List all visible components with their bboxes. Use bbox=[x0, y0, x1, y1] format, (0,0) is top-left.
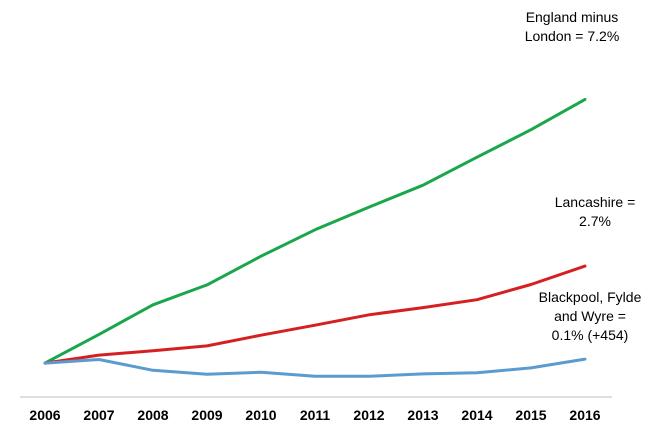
series-label-england-minus-london: England minus bbox=[526, 9, 619, 25]
series-layer bbox=[43, 97, 587, 378]
series-label-england-minus-london: London = 7.2% bbox=[525, 28, 620, 44]
series-label-lancashire: 2.7% bbox=[579, 213, 611, 229]
x-tick-label: 2008 bbox=[137, 407, 168, 423]
series-label-lancashire: Lancashire = bbox=[555, 194, 636, 210]
x-tick-label: 2007 bbox=[83, 407, 114, 423]
x-tick-label: 2016 bbox=[569, 407, 600, 423]
series-label-blackpool-fylde-wyre: 0.1% (+454) bbox=[552, 327, 629, 343]
x-tick-label: 2013 bbox=[407, 407, 438, 423]
x-tick-label: 2012 bbox=[353, 407, 384, 423]
x-tick-label: 2009 bbox=[191, 407, 222, 423]
x-tick-label: 2010 bbox=[245, 407, 276, 423]
x-tick-label: 2011 bbox=[300, 407, 331, 423]
x-tick-label: 2014 bbox=[461, 407, 492, 423]
x-tick-label: 2006 bbox=[29, 407, 60, 423]
x-tick-label: 2015 bbox=[515, 407, 546, 423]
series-labels: England minus London = 7.2% Lancashire = 2.… bbox=[525, 9, 642, 343]
series-line-blackpool-fylde-wyre bbox=[43, 357, 587, 378]
x-tick-labels: 2006 2007 2008 2009 2010 2011 2012 2013 2014 2015… bbox=[29, 407, 600, 423]
series-label-blackpool-fylde-wyre: and Wyre = bbox=[554, 308, 626, 324]
series-label-blackpool-fylde-wyre: Blackpool, Fylde bbox=[539, 289, 642, 305]
series-line-lancashire bbox=[43, 264, 587, 365]
series-line-england-minus-london bbox=[43, 97, 587, 365]
